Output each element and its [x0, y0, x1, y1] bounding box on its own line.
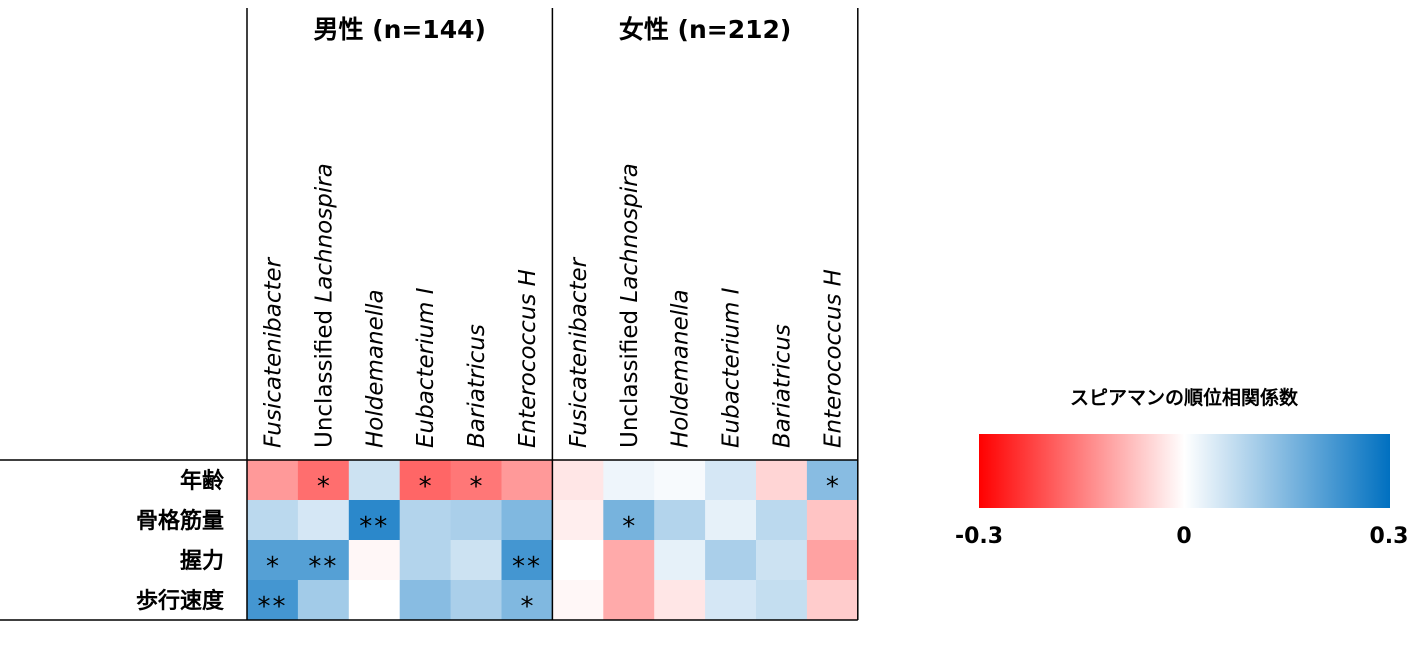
heatmap-cell — [348, 460, 401, 501]
heatmap-cell — [552, 540, 604, 581]
heatmap-cell — [654, 460, 706, 501]
significance-marker: * — [266, 552, 279, 582]
heatmap-cell — [756, 540, 808, 581]
heatmap-cell — [450, 500, 502, 541]
heatmap-cell — [654, 500, 706, 541]
significance-marker: ** — [512, 552, 542, 582]
heatmap-cell — [552, 500, 604, 541]
heatmap-cell — [603, 540, 655, 581]
heatmap-cell — [705, 460, 757, 501]
heatmap-frame — [0, 8, 859, 621]
column-label: Fusicatenibacter — [260, 256, 286, 448]
column-label: Fusicatenibacter — [566, 256, 592, 448]
heatmap-cell — [552, 580, 604, 621]
heatmap-cell — [297, 540, 350, 581]
significance-marker: ** — [257, 592, 287, 622]
heatmap-cell — [756, 580, 808, 621]
column-label: Unclassified Lachnospira — [311, 163, 337, 448]
heatmap-cell — [297, 460, 350, 501]
heatmap-cell — [450, 580, 502, 621]
colorbar-tick-min: -0.3 — [955, 524, 1003, 549]
group-titles: 男性 (n=144) 女性 (n=212) — [313, 15, 791, 44]
significance-marker: ** — [359, 512, 389, 542]
heatmap-cell — [247, 460, 299, 501]
heatmap-cell — [806, 540, 859, 581]
row-label: 握力 — [180, 549, 224, 574]
heatmap-cell — [348, 540, 401, 581]
heatmap-cell — [501, 500, 553, 541]
column-label: Bariatricus — [464, 324, 490, 448]
heatmap-cell — [756, 500, 808, 541]
heatmap-cell — [297, 580, 350, 621]
column-label: Bariatricus — [769, 324, 795, 448]
heatmap-cell — [654, 580, 706, 621]
heatmap-cell — [806, 580, 859, 621]
colorbar-legend: スピアマンの順位相関係数 -0.3 0 0.3 — [955, 386, 1409, 549]
heatmap-cell — [806, 460, 859, 501]
heatmap-cell — [297, 500, 350, 541]
heatmap-cell — [450, 540, 502, 581]
heatmap-cell — [450, 460, 502, 501]
heatmap-cell — [501, 540, 553, 581]
heatmap-cell — [603, 460, 655, 501]
column-label: Unclassified Lachnospira — [617, 163, 643, 448]
column-label: Eubacterium I — [413, 287, 439, 448]
significance-marker: * — [622, 512, 635, 542]
row-label: 歩行速度 — [136, 588, 225, 614]
column-label: Holdemanella — [668, 289, 694, 448]
heatmap-cell — [348, 500, 401, 541]
heatmap-cell — [756, 460, 808, 501]
colorbar-gradient — [979, 434, 1390, 508]
group-title: 男性 (n=144) — [313, 15, 486, 44]
heatmap-cell — [247, 500, 299, 541]
column-label: Enterococcus H — [820, 269, 846, 448]
heatmap-cell — [247, 540, 299, 581]
heatmap-cell — [705, 540, 757, 581]
group-title: 女性 (n=212) — [619, 15, 792, 44]
column-labels: Fusicatenibacter Unclassified Lachnospira… — [260, 163, 846, 448]
heatmap-cell — [247, 580, 299, 621]
significance-marker: ** — [308, 552, 338, 582]
heatmap-cell — [654, 540, 706, 581]
heatmap-cell — [552, 460, 604, 501]
heatmap-cell — [501, 580, 553, 621]
heatmap-cell — [603, 580, 655, 621]
significance-marker: * — [520, 592, 533, 622]
heatmap-cells — [247, 460, 859, 621]
heatmap-cell — [399, 580, 451, 621]
heatmap-cell — [603, 500, 655, 541]
heatmap-cell — [806, 500, 859, 541]
row-label: 骨格筋量 — [136, 508, 224, 534]
colorbar-title: スピアマンの順位相関係数 — [1070, 386, 1299, 409]
column-label: Enterococcus H — [515, 269, 541, 448]
significance-marker: * — [419, 472, 432, 502]
heatmap-cell — [705, 500, 757, 541]
colorbar-tick-mid: 0 — [1176, 524, 1191, 549]
heatmap-cell — [705, 580, 757, 621]
column-label: Holdemanella — [362, 289, 388, 448]
column-label: Eubacterium I — [719, 287, 745, 448]
significance-marker: * — [826, 472, 839, 502]
significance-marker: * — [470, 472, 483, 502]
heatmap-cell — [501, 460, 553, 501]
significance-marker: * — [317, 472, 330, 502]
heatmap-cell — [399, 500, 451, 541]
heatmap-cell — [348, 580, 401, 621]
significance-markers: * * * *** ** ** **** * — [257, 472, 838, 622]
colorbar-tick-max: 0.3 — [1370, 524, 1409, 549]
row-label: 年齢 — [180, 468, 225, 494]
heatmap-cell — [399, 540, 451, 581]
heatmap-cell — [399, 460, 451, 501]
